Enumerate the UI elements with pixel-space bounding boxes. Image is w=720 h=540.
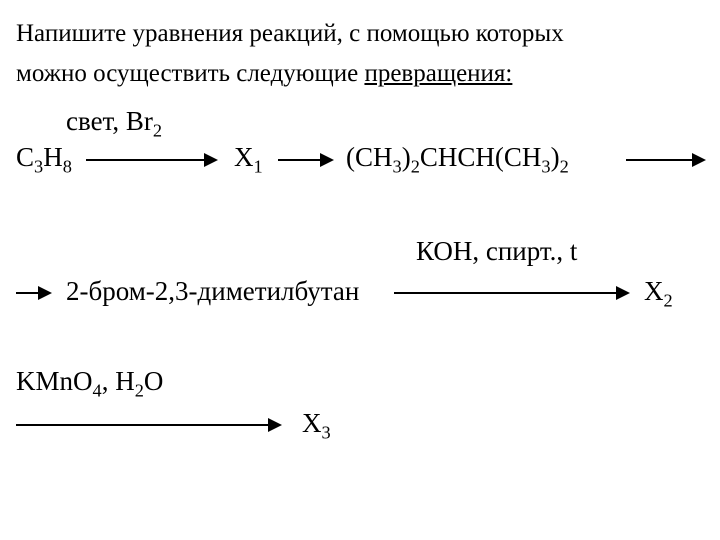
- arrow-2: [278, 159, 332, 161]
- p1-s3: 3: [541, 156, 550, 176]
- intermediate-x2: X2: [644, 276, 673, 307]
- bromo-text: 2-бром-2,3-диметилбутан: [66, 276, 359, 306]
- reaction-scheme: свет, Br2 C3H8 X1 (CH3)2CHCH(CH3)2 2-бро…: [16, 98, 704, 508]
- cond-koh: КОН, спирт., t: [416, 236, 577, 267]
- x1-sub: 1: [254, 156, 263, 176]
- title-line-2: можно осуществить следующие превращения:: [16, 58, 704, 90]
- x1-x: X: [234, 142, 254, 172]
- x2-sub: 2: [664, 290, 673, 310]
- bromo-compound: 2-бром-2,3-диметилбутан: [66, 276, 359, 307]
- p1-s2: 2: [411, 156, 420, 176]
- cond-kmno4: KMnO4, H2O: [16, 366, 163, 397]
- arrow-4: [394, 292, 628, 294]
- p1-a: (CH: [346, 142, 393, 172]
- arrow-3-start: [626, 159, 704, 161]
- arrow-5: [16, 424, 280, 426]
- p1-s1: 3: [393, 156, 402, 176]
- p1-b: ): [402, 142, 411, 172]
- intermediate-x3: X3: [302, 408, 331, 439]
- p1-s4: 2: [560, 156, 569, 176]
- reagent-c3h8: C3H8: [16, 142, 72, 173]
- c3h8-8: 8: [63, 156, 72, 176]
- c3-s1: 4: [93, 380, 102, 400]
- arrow-1: [86, 159, 216, 161]
- c3-a: KMnO: [16, 366, 93, 396]
- c3-c: O: [144, 366, 164, 396]
- intermediate-x1: X1: [234, 142, 263, 173]
- cond1-text: свет, Br: [66, 106, 153, 136]
- title-text-2b: превращения:: [364, 60, 512, 87]
- arrow-3-end: [16, 292, 50, 294]
- p1-c: CHCH(CH: [420, 142, 542, 172]
- cond2-text: КОН, спирт., t: [416, 236, 577, 266]
- product-dimethylbutane: (CH3)2CHCH(CH3)2: [346, 142, 569, 173]
- cond1-sub: 2: [153, 120, 162, 140]
- p1-d: ): [551, 142, 560, 172]
- title-line-1: Напишите уравнения реакций, с помощью ко…: [16, 18, 704, 50]
- c3-b: , H: [102, 366, 135, 396]
- x2-x: X: [644, 276, 664, 306]
- c3-s2: 2: [135, 380, 144, 400]
- c3h8-3: 3: [34, 156, 43, 176]
- title-text-1: Напишите уравнения реакций, с помощью ко…: [16, 20, 564, 47]
- c3h8-h: H: [43, 142, 63, 172]
- title-text-2a: можно осуществить следующие: [16, 60, 364, 87]
- x3-x: X: [302, 408, 322, 438]
- c3h8-c: C: [16, 142, 34, 172]
- cond-light-br2: свет, Br2: [66, 106, 162, 137]
- x3-sub: 3: [322, 422, 331, 442]
